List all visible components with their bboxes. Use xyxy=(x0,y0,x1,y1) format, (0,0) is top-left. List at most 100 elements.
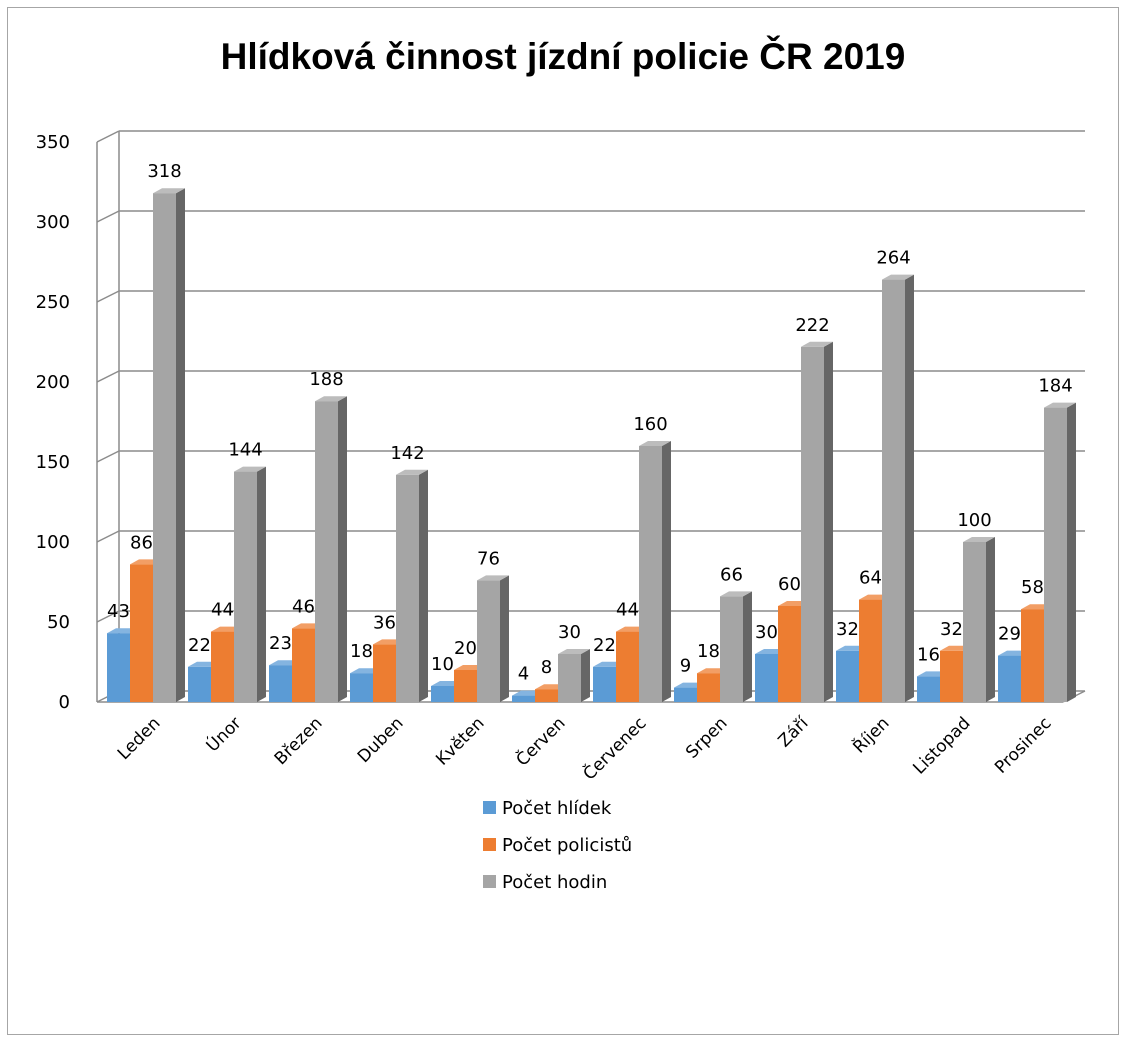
bar-po-et-hl-dek xyxy=(755,654,778,702)
bar-top-po-et-hodin xyxy=(558,649,590,654)
bar-top-po-et-hodin xyxy=(153,188,185,194)
bar-po-et-hl-dek xyxy=(188,666,211,702)
bar-top-po-et-hodin xyxy=(720,591,752,597)
bar-po-et-hodin xyxy=(963,542,986,702)
bar-po-et-policist- xyxy=(130,564,153,702)
data-label: 44 xyxy=(616,600,639,621)
bar-top-po-et-hodin xyxy=(801,341,833,347)
data-label: 60 xyxy=(778,574,801,595)
bar-side-po-et-hodin xyxy=(743,591,752,702)
data-label: 32 xyxy=(836,619,859,640)
bar-po-et-hodin xyxy=(234,471,257,702)
y-tick-label: 350 xyxy=(36,132,70,153)
data-label: 22 xyxy=(188,635,211,656)
bar-po-et-hl-dek xyxy=(512,695,535,702)
x-tick-label: Prosinec xyxy=(991,713,1055,777)
bar-top-po-et-hodin xyxy=(963,537,995,542)
bar-po-et-hodin xyxy=(639,446,662,702)
bar-po-et-policist- xyxy=(697,673,720,702)
data-label: 16 xyxy=(917,644,940,665)
bar-po-et-policist- xyxy=(292,628,315,702)
data-label: 76 xyxy=(477,548,500,569)
data-label: 36 xyxy=(373,612,396,633)
legend-swatch xyxy=(483,838,496,851)
bar-po-et-policist- xyxy=(454,670,477,702)
data-label: 30 xyxy=(558,622,581,643)
bar-top-po-et-hodin xyxy=(1044,402,1076,408)
bar-po-et-hl-dek xyxy=(107,633,130,702)
bar-side-po-et-hodin xyxy=(662,441,671,702)
data-label: 222 xyxy=(795,315,829,336)
bar-po-et-hodin xyxy=(801,346,824,702)
bar-po-et-hodin xyxy=(882,279,905,702)
legend-label: Počet hlídek xyxy=(502,798,612,819)
data-label: 20 xyxy=(454,638,477,659)
gridline-side xyxy=(96,530,120,543)
chart-frame xyxy=(7,7,1119,1035)
gridline-side xyxy=(96,370,120,383)
data-label: 18 xyxy=(350,641,373,662)
x-tick-label: Únor xyxy=(201,712,245,756)
x-tick-label: Duben xyxy=(354,713,408,767)
x-tick-label: Listopad xyxy=(909,713,974,778)
legend-label: Počet policistů xyxy=(502,835,632,856)
bar-side-po-et-hodin xyxy=(338,396,347,702)
bar-po-et-hl-dek xyxy=(431,686,454,702)
bar-side-po-et-hodin xyxy=(500,575,509,702)
gridline-side xyxy=(96,290,120,303)
y-tick-label: 250 xyxy=(36,292,70,313)
data-label: 4 xyxy=(518,664,529,685)
data-label: 142 xyxy=(390,443,424,464)
data-label: 66 xyxy=(720,564,743,585)
bar-po-et-policist- xyxy=(535,689,558,702)
data-label: 64 xyxy=(859,568,882,589)
bar-po-et-hl-dek xyxy=(593,666,616,702)
data-label: 23 xyxy=(269,633,292,654)
bar-side-po-et-hodin xyxy=(986,537,995,702)
bar-po-et-policist- xyxy=(373,644,396,702)
x-tick-label: Květen xyxy=(432,713,488,769)
y-tick-label: 100 xyxy=(36,532,70,553)
y-tick-label: 300 xyxy=(36,212,70,233)
y-tick-label: 50 xyxy=(47,612,70,633)
y-tick-label: 0 xyxy=(59,692,70,713)
data-label: 18 xyxy=(697,641,720,662)
data-label: 10 xyxy=(431,654,454,675)
bar-po-et-policist- xyxy=(1021,609,1044,702)
data-label: 86 xyxy=(130,532,153,553)
bar-po-et-hl-dek xyxy=(269,665,292,702)
chart-title: Hlídková činnost jízdní policie ČR 2019 xyxy=(220,36,906,77)
data-label: 29 xyxy=(998,624,1021,645)
data-label: 22 xyxy=(593,635,616,656)
data-label: 144 xyxy=(228,440,262,461)
gridline-side xyxy=(96,450,120,463)
data-label: 44 xyxy=(211,600,234,621)
bar-po-et-hodin xyxy=(396,474,419,702)
data-label: 184 xyxy=(1038,376,1072,397)
y-tick-label: 150 xyxy=(36,452,70,473)
bar-po-et-hodin xyxy=(153,193,176,702)
data-label: 160 xyxy=(633,414,667,435)
bar-side-po-et-hodin xyxy=(419,469,428,702)
data-label: 30 xyxy=(755,622,778,643)
gridline-side xyxy=(96,210,120,223)
legend-label: Počet hodin xyxy=(502,872,607,893)
bar-top-po-et-hodin xyxy=(234,466,266,472)
data-label: 32 xyxy=(940,619,963,640)
bar-po-et-hl-dek xyxy=(350,673,373,702)
bar-side-po-et-hodin xyxy=(824,341,833,702)
x-tick-label: Říjen xyxy=(848,712,894,758)
data-label: 100 xyxy=(957,510,991,531)
bar-top-po-et-hodin xyxy=(639,441,671,446)
bar-po-et-hodin xyxy=(477,580,500,702)
bar-po-et-hl-dek xyxy=(836,650,859,702)
bar-side-po-et-hodin xyxy=(581,649,590,702)
x-tick-label: Srpen xyxy=(682,713,731,762)
data-label: 46 xyxy=(292,596,315,617)
bar-top-po-et-hodin xyxy=(315,396,347,402)
data-label: 264 xyxy=(876,248,910,269)
bar-po-et-hodin xyxy=(315,401,338,702)
bar-po-et-hodin xyxy=(558,654,581,702)
bar-top-po-et-hodin xyxy=(396,469,428,475)
